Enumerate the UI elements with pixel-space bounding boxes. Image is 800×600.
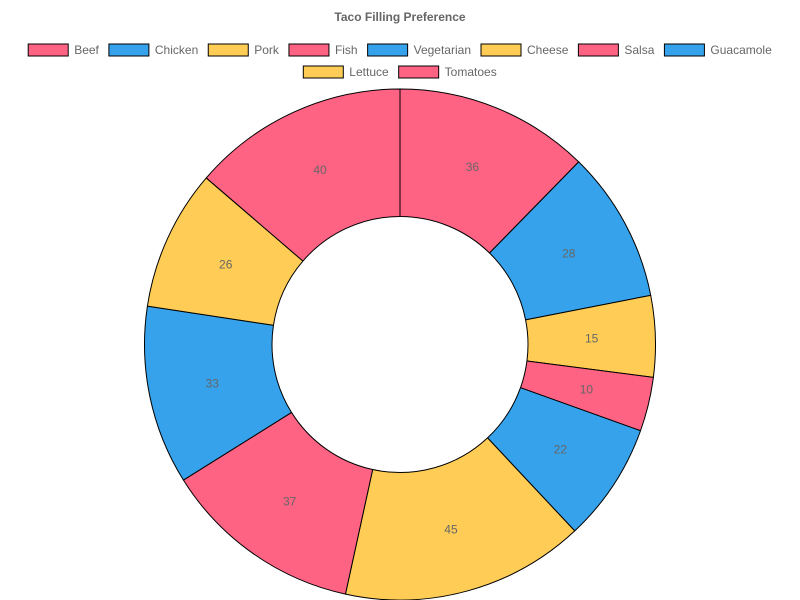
chart-slices [144, 88, 656, 600]
legend-label-lettuce: Lettuce [349, 65, 389, 79]
legend-label-cheese: Cheese [527, 43, 569, 57]
slice-label-lettuce: 26 [219, 258, 233, 272]
legend-item-pork[interactable]: Pork [207, 43, 280, 57]
legend-item-cheese[interactable]: Cheese [480, 43, 569, 57]
slice-label-cheese: 45 [444, 522, 458, 536]
chart-legend: Beef Chicken Pork Fish Vegetarian Cheese Salsa… [27, 43, 772, 79]
legend-item-guacamole[interactable]: Guacamole [663, 43, 772, 57]
legend-label-guacamole: Guacamole [710, 43, 772, 57]
slice-tomatoes[interactable] [205, 88, 401, 262]
slice-cheese[interactable] [344, 437, 576, 600]
slice-label-salsa: 37 [283, 494, 297, 508]
legend-label-tomatoes: Tomatoes [445, 65, 497, 79]
slice-label-pork: 15 [585, 331, 599, 345]
legend-label-vegetarian: Vegetarian [414, 43, 471, 57]
slice-salsa[interactable] [182, 411, 374, 595]
legend-item-chicken[interactable]: Chicken [108, 43, 198, 57]
slice-label-beef: 36 [466, 160, 480, 174]
chart-title: Taco Filling Preference [334, 10, 465, 24]
slice-label-guacamole: 33 [206, 376, 220, 390]
legend-swatch-chicken [108, 43, 150, 57]
legend-swatch-salsa [577, 43, 619, 57]
legend-swatch-tomatoes [398, 65, 440, 79]
legend-item-beef[interactable]: Beef [27, 43, 100, 57]
legend-swatch-cheese [480, 43, 522, 57]
slice-label-tomatoes: 40 [313, 163, 327, 177]
legend-label-salsa: Salsa [624, 43, 654, 57]
legend-item-tomatoes[interactable]: Tomatoes [398, 65, 497, 79]
legend-swatch-beef [27, 43, 69, 57]
legend-label-beef: Beef [74, 43, 99, 57]
legend-label-chicken: Chicken [155, 43, 198, 57]
legend-swatch-pork [207, 43, 249, 57]
legend-swatch-guacamole [663, 43, 705, 57]
slice-label-chicken: 28 [562, 246, 576, 260]
legend-swatch-lettuce [302, 65, 344, 79]
slice-label-fish: 10 [580, 382, 594, 396]
legend-item-vegetarian[interactable]: Vegetarian [367, 43, 471, 57]
legend-item-fish[interactable]: Fish [288, 43, 358, 57]
legend-item-lettuce[interactable]: Lettuce [302, 65, 389, 79]
legend-item-salsa[interactable]: Salsa [577, 43, 655, 57]
legend-label-fish: Fish [335, 43, 358, 57]
legend-swatch-fish [288, 43, 330, 57]
legend-swatch-vegetarian [367, 43, 409, 57]
chart-slice-labels: 36 28 15 10 22 45 37 33 26 40 [206, 160, 599, 536]
legend-label-pork: Pork [254, 43, 280, 57]
slice-label-vegetarian: 22 [554, 443, 568, 457]
